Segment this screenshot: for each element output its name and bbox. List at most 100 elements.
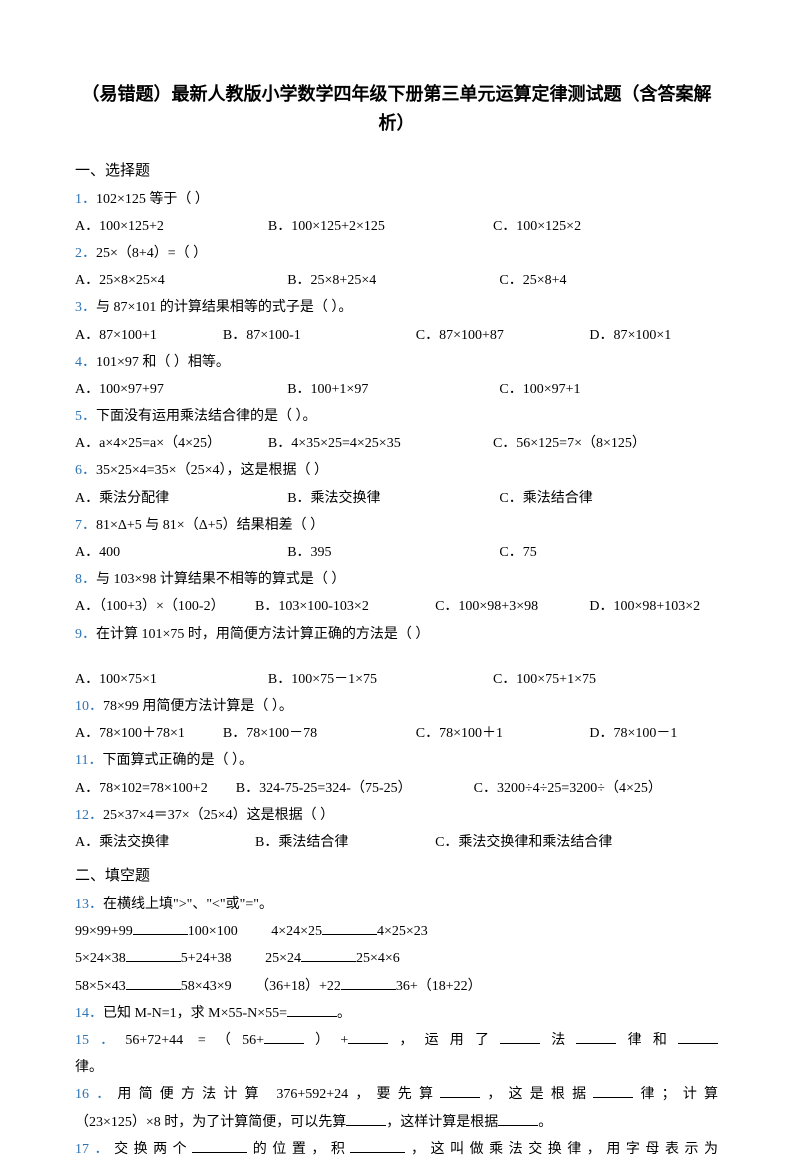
q7-num: 7． [75, 518, 96, 533]
q16-t2: ，这是根据 [480, 1087, 593, 1102]
q5-a: A．a×4×25=a×（4×25） [75, 431, 268, 456]
blank [678, 1029, 718, 1044]
q12: 12．25×37×4＝37×（25×4）这是根据（ ） [75, 803, 718, 828]
q13-r2b: 5+24+38 [181, 946, 232, 971]
q8-num: 8． [75, 572, 96, 587]
q5-b: B．4×35×25=4×25×35 [268, 431, 493, 456]
q11-a: A．78×102=78×100+2 [75, 776, 236, 801]
q6: 6．35×25×4=35×（25×4），这是根据（ ） [75, 458, 718, 483]
section-2-header: 二、填空题 [75, 863, 718, 890]
q11-text: 下面算式正确的是（ ）。 [102, 753, 253, 768]
q16-t4: （23×125）×8 时，为了计算简便，可以先算 [75, 1115, 346, 1130]
q3-a: A．87×100+1 [75, 323, 223, 348]
blank [192, 1137, 247, 1152]
q15-line2: 律。 [75, 1055, 718, 1080]
q7: 7．81×Δ+5 与 81×（Δ+5）结果相差（ ） [75, 513, 718, 538]
q4-c: C．100×97+1 [499, 377, 711, 402]
q13-r1a: 99×99+99 [75, 919, 133, 944]
q10-opts: A．78×100＋78×1B．78×100－78C．78×100＋1D．78×1… [75, 721, 718, 746]
q10-b: B．78×100－78 [223, 721, 416, 746]
q10-d: D．78×100－1 [589, 721, 718, 746]
q2-opts: A．25×8×25×4B．25×8+25×4C．25×8+4 [75, 268, 718, 293]
q16-t5: ，这样计算是根据 [386, 1115, 498, 1130]
q3: 3．与 87×101 的计算结果相等的式子是（ ）。 [75, 295, 718, 320]
q16-t6: 。 [538, 1115, 552, 1130]
q11-b: B．324-75-25=324-（75-25） [236, 776, 474, 801]
q14-t2: 。 [337, 1006, 351, 1021]
blank [348, 1029, 388, 1044]
q1-opts: A．100×125+2B．100×125+2×125C．100×125×2 [75, 214, 718, 239]
q2-b: B．25×8+25×4 [287, 268, 499, 293]
q17-t3: ，这叫做乘法交换律，用字母表示为 [405, 1142, 718, 1157]
q8-a: A．（100+3）×（100-2） [75, 594, 255, 619]
q8: 8．与 103×98 计算结果不相等的算式是（ ） [75, 567, 718, 592]
q2-c: C．25×8+4 [499, 268, 711, 293]
blank [498, 1110, 538, 1125]
blank [133, 920, 188, 935]
blank [350, 1137, 405, 1152]
q6-num: 6． [75, 463, 96, 478]
q4-b: B．100+1×97 [287, 377, 499, 402]
q2-text: 25×（8+4）=（ ） [96, 246, 207, 261]
q15-num: 15． [75, 1033, 125, 1048]
q5: 5．下面没有运用乘法结合律的是（ ）。 [75, 404, 718, 429]
q16-t1: 用简便方法计算 376+592+24，要先算 [117, 1087, 440, 1102]
q13-row2: 5×24×385+24+38 25×2425×4×6 [75, 946, 718, 971]
q2-num: 2． [75, 246, 96, 261]
q15-t2: ）+ [304, 1033, 348, 1048]
q1-c: C．100×125×2 [493, 214, 718, 239]
page-title: （易错题）最新人教版小学数学四年级下册第三单元运算定律测试题（含答案解析） [75, 80, 718, 138]
blank [126, 947, 181, 962]
q13-r3d: 36+（18+22） [396, 974, 482, 999]
section-1-header: 一、选择题 [75, 158, 718, 185]
q15: 15．56+72+44 =（56+）+，运用了法律和 [75, 1028, 718, 1053]
q3-opts: A．87×100+1B．87×100-1C．87×100+87D．87×100×… [75, 323, 718, 348]
q8-opts: A．（100+3）×（100-2）B．103×100-103×2C．100×98… [75, 594, 718, 619]
blank [576, 1029, 616, 1044]
q2: 2．25×（8+4）=（ ） [75, 241, 718, 266]
q6-a: A．乘法分配律 [75, 486, 287, 511]
q13-r2a: 5×24×38 [75, 946, 126, 971]
q9-opts: A．100×75×1B．100×75－1×75C．100×75+1×75 [75, 667, 718, 692]
blank [264, 1029, 304, 1044]
q4: 4．101×97 和（ ）相等。 [75, 350, 718, 375]
q3-num: 3． [75, 300, 96, 315]
q13-r3c: （36+18）+22 [255, 974, 341, 999]
q2-a: A．25×8×25×4 [75, 268, 287, 293]
q4-a: A．100×97+97 [75, 377, 287, 402]
q7-text: 81×Δ+5 与 81×（Δ+5）结果相差（ ） [96, 518, 324, 533]
q7-c: C．75 [499, 540, 711, 565]
q12-text: 25×37×4＝37×（25×4）这是根据（ ） [103, 808, 334, 823]
q8-b: B．103×100-103×2 [255, 594, 435, 619]
blank [500, 1029, 540, 1044]
q1-b: B．100×125+2×125 [268, 214, 493, 239]
q13: 13．在横线上填">"、"<"或"="。 [75, 892, 718, 917]
q7-b: B．395 [287, 540, 499, 565]
q10-a: A．78×100＋78×1 [75, 721, 223, 746]
q1-a: A．100×125+2 [75, 214, 268, 239]
q17: 17．交换两个的位置，积，这叫做乘法交换律，用字母表示为 [75, 1137, 718, 1162]
blank [440, 1083, 480, 1098]
q15-t5: 律和 [616, 1033, 678, 1048]
q9-num: 9． [75, 627, 96, 642]
q9-a: A．100×75×1 [75, 667, 268, 692]
blank [341, 974, 396, 989]
q13-r3b: 58×43×9 [181, 974, 232, 999]
q10: 10．78×99 用简便方法计算是（ ）。 [75, 694, 718, 719]
q6-b: B．乘法交换律 [287, 486, 499, 511]
q11-c: C．3200÷4÷25=3200÷（4×25） [474, 776, 718, 801]
q3-b: B．87×100-1 [223, 323, 416, 348]
q17-t2: 的位置，积 [247, 1142, 350, 1157]
q12-num: 12． [75, 808, 103, 823]
q10-num: 10． [75, 699, 103, 714]
blank [346, 1110, 386, 1125]
q1-num: 1． [75, 192, 96, 207]
q13-row1: 99×99+99100×100 4×24×254×25×23 [75, 919, 718, 944]
q12-a: A．乘法交换律 [75, 830, 255, 855]
q13-text: 在横线上填">"、"<"或"="。 [103, 897, 273, 912]
q6-c: C．乘法结合律 [499, 486, 711, 511]
q14: 14．已知 M-N=1，求 M×55-N×55=。 [75, 1001, 718, 1026]
q14-t1: 已知 M-N=1，求 M×55-N×55= [103, 1006, 287, 1021]
q8-text: 与 103×98 计算结果不相等的算式是（ ） [96, 572, 345, 587]
q13-num: 13． [75, 897, 103, 912]
